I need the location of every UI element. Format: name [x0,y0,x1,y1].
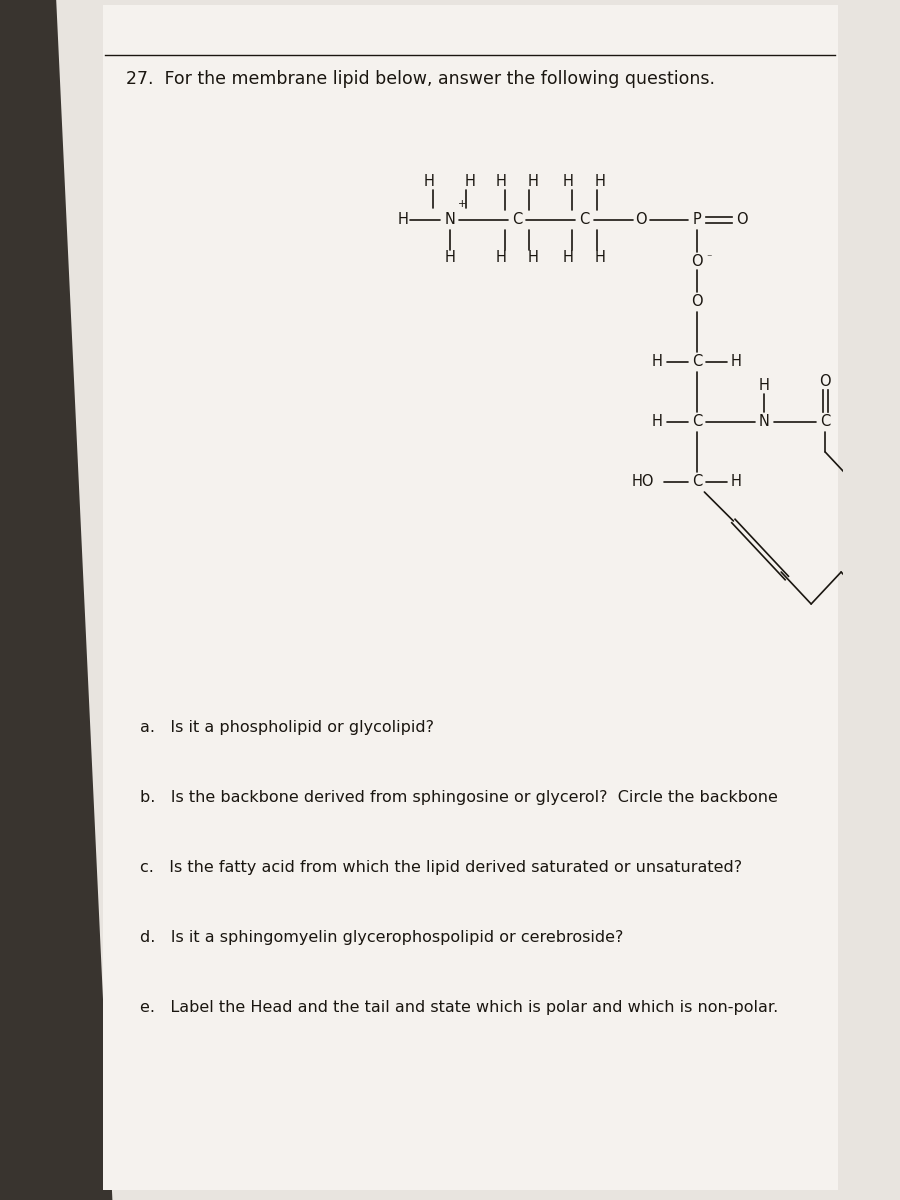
Text: H: H [731,354,742,370]
Text: H: H [731,474,742,490]
Text: e.   Label the Head and the tail and state which is polar and which is non-polar: e. Label the Head and the tail and state… [140,1000,778,1015]
Text: d.   Is it a sphingomyelin glycerophospolipid or cerebroside?: d. Is it a sphingomyelin glycerophospoli… [140,930,624,946]
Text: +: + [458,199,467,209]
Text: O: O [819,374,831,390]
Text: C: C [692,354,702,370]
Text: H: H [527,174,538,190]
Text: O: O [736,212,748,228]
Text: H: H [496,174,507,190]
Polygon shape [103,5,838,1190]
Text: N: N [445,212,455,228]
Text: H: H [595,251,606,265]
Text: O: O [691,294,703,310]
Text: C: C [692,414,702,430]
Text: H: H [445,251,455,265]
Text: ⁻: ⁻ [706,253,712,263]
Text: C: C [512,212,522,228]
Text: O: O [634,212,646,228]
Text: H: H [563,251,574,265]
Text: b.   Is the backbone derived from sphingosine or glycerol?  Circle the backbone: b. Is the backbone derived from sphingos… [140,790,778,805]
Text: H: H [652,354,663,370]
Text: N: N [759,414,769,430]
Text: H: H [397,212,409,228]
Text: C: C [580,212,590,228]
Text: H: H [527,251,538,265]
Text: H: H [464,174,475,190]
Text: 27.  For the membrane lipid below, answer the following questions.: 27. For the membrane lipid below, answer… [126,70,716,88]
Text: c.   Is the fatty acid from which the lipid derived saturated or unsaturated?: c. Is the fatty acid from which the lipi… [140,860,742,875]
Text: a.   Is it a phospholipid or glycolipid?: a. Is it a phospholipid or glycolipid? [140,720,435,734]
Text: H: H [424,174,435,190]
Text: HO: HO [631,474,653,490]
Text: C: C [820,414,831,430]
Text: O: O [691,254,703,270]
Text: H: H [496,251,507,265]
Text: H: H [759,378,769,394]
Text: H: H [652,414,663,430]
Text: P: P [692,212,701,228]
Text: C: C [692,474,702,490]
Text: H: H [595,174,606,190]
Polygon shape [0,0,112,1200]
Text: H: H [563,174,574,190]
